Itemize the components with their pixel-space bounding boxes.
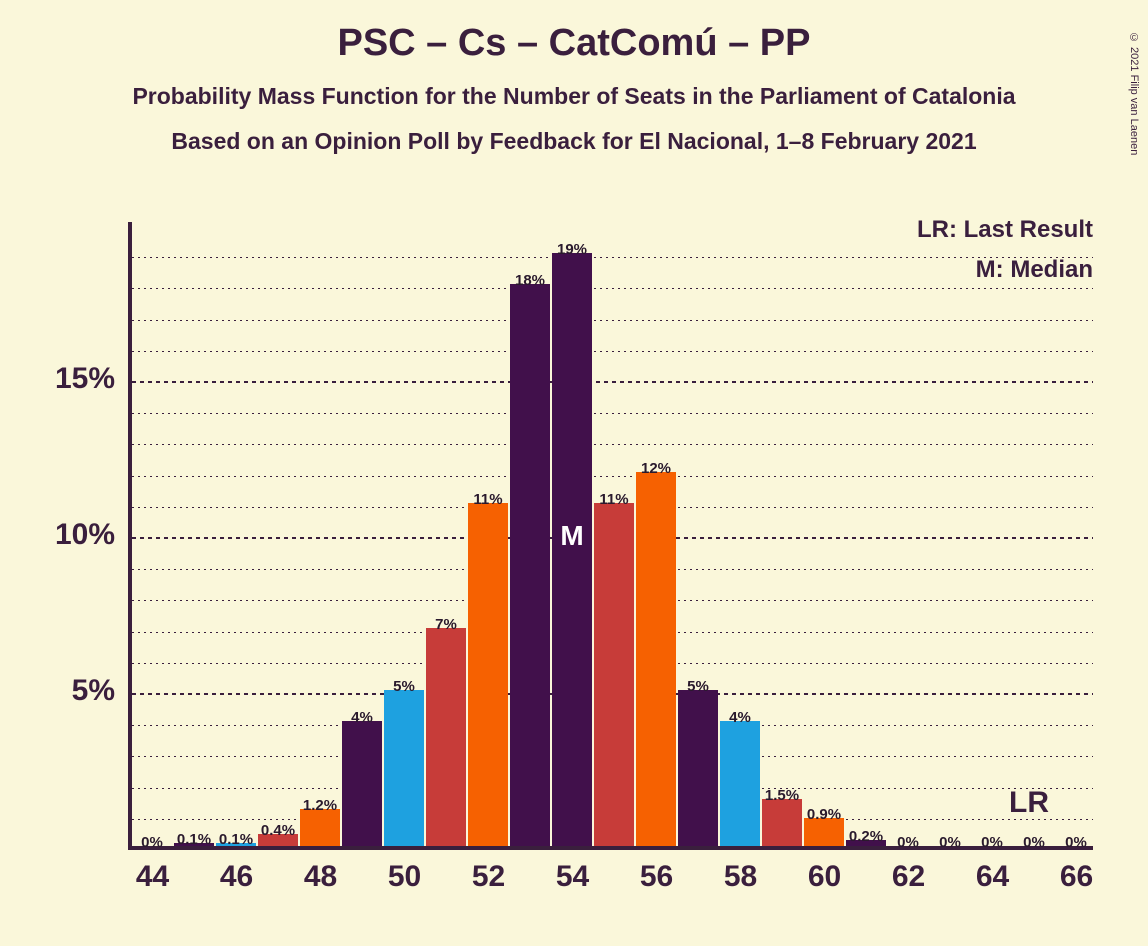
bar-value-label: 12% [636,460,676,477]
bar-value-label: 0.2% [846,828,886,845]
bar-value-label: 0.9% [804,806,844,823]
bar-value-label: 1.2% [300,797,340,814]
chart-plot-area: LR: Last Result M: Median 5%10%15% 0%0.1… [128,222,1093,850]
copyright-text: © 2021 Filip van Laenen [1128,32,1140,155]
bar-value-label: 0% [1014,834,1054,851]
bar [510,284,550,846]
bar [384,690,424,846]
gridline-minor [132,257,1093,258]
x-tick-label: 66 [1054,860,1099,894]
bar-value-label: 0% [888,834,928,851]
y-tick-label: 5% [15,674,115,708]
x-tick-label: 54 [550,860,595,894]
legend-median: M: Median [976,256,1093,284]
median-marker: M [552,520,592,552]
x-tick-label: 64 [970,860,1015,894]
y-tick-label: 10% [15,518,115,552]
x-tick-label: 52 [466,860,511,894]
bar-value-label: 0% [1056,834,1096,851]
bar-value-label: 4% [342,709,382,726]
bar [468,503,508,846]
bar-value-label: 5% [384,678,424,695]
last-result-marker: LR [1009,786,1049,820]
bar [342,721,382,846]
gridline-minor [132,351,1093,352]
x-tick-label: 60 [802,860,847,894]
x-tick-label: 58 [718,860,763,894]
gridline-major [132,381,1093,383]
bar-value-label: 18% [510,272,550,289]
bar-value-label: 5% [678,678,718,695]
y-tick-label: 15% [15,362,115,396]
chart-subtitle-1: Probability Mass Function for the Number… [0,83,1148,110]
gridline-minor [132,444,1093,445]
bar-value-label: 11% [594,491,634,508]
bar-value-label: 1.5% [762,787,802,804]
bar [720,721,760,846]
bar-value-label: 0% [972,834,1012,851]
bar [762,799,802,846]
gridline-minor [132,476,1093,477]
bar-value-label: 0% [930,834,970,851]
bar-value-label: 19% [552,241,592,258]
chart-title: PSC – Cs – CatComú – PP [0,22,1148,65]
x-tick-label: 56 [634,860,679,894]
gridline-minor [132,288,1093,289]
bar-value-label: 0.1% [216,831,256,848]
bar [678,690,718,846]
bar-value-label: 0.1% [174,831,214,848]
bar-value-label: 0.4% [258,822,298,839]
x-tick-label: 62 [886,860,931,894]
gridline-minor [132,413,1093,414]
bar-value-label: 0% [132,834,172,851]
legend-last-result: LR: Last Result [917,216,1093,244]
chart-subtitle-2: Based on an Opinion Poll by Feedback for… [0,128,1148,155]
x-tick-label: 48 [298,860,343,894]
bar [426,628,466,846]
bar-value-label: 7% [426,616,466,633]
bar [594,503,634,846]
bar [300,809,340,846]
bar [636,472,676,846]
x-tick-label: 46 [214,860,259,894]
bar-value-label: 11% [468,491,508,508]
gridline-minor [132,320,1093,321]
bar-value-label: 4% [720,709,760,726]
x-tick-label: 50 [382,860,427,894]
x-tick-label: 44 [130,860,175,894]
